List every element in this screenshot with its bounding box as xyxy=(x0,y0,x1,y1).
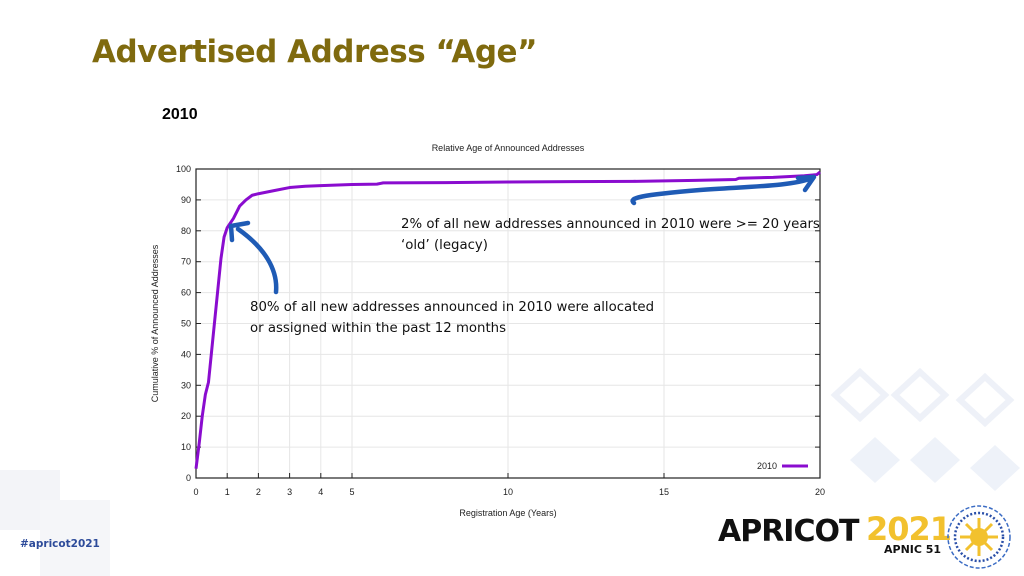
annotation-recent-line1: 80% of all new addresses announced in 20… xyxy=(250,300,655,315)
arrow-legacy-head-icon xyxy=(795,174,817,193)
hashtag: #apricot2021 xyxy=(20,538,100,550)
arrow-legacy-icon xyxy=(630,175,816,206)
x-tick-label: 1 xyxy=(225,487,230,497)
brand-logo-year: 2021 xyxy=(866,510,952,548)
x-axis-label: Registration Age (Years) xyxy=(459,508,556,518)
y-tick-label: 20 xyxy=(181,411,191,421)
x-tick-label: 2 xyxy=(256,487,261,497)
x-tick-label: 0 xyxy=(193,487,198,497)
sun-emblem-icon xyxy=(947,505,1011,569)
x-tick-label: 4 xyxy=(318,487,323,497)
y-tick-label: 80 xyxy=(181,226,191,236)
y-tick-label: 0 xyxy=(186,473,191,483)
y-tick-label: 30 xyxy=(181,380,191,390)
annotation-legacy-line2: ‘old’ (legacy) xyxy=(401,238,488,253)
x-tick-label: 3 xyxy=(287,487,292,497)
x-tick-label: 10 xyxy=(503,487,513,497)
arrow-recent-icon xyxy=(235,226,279,295)
arrow-recent-head-icon xyxy=(228,220,251,243)
y-tick-label: 90 xyxy=(181,195,191,205)
y-tick-label: 50 xyxy=(181,319,191,329)
legend-label: 2010 xyxy=(757,461,777,471)
y-axis-label: Cumulative % of Announced Addresses xyxy=(150,244,160,402)
brand-logo-sub: APNIC 51 xyxy=(884,543,942,556)
chart-title: Relative Age of Announced Addresses xyxy=(431,143,585,153)
brand-logo-text: APRICOT xyxy=(718,514,859,549)
y-tick-label: 70 xyxy=(181,257,191,267)
annotation-legacy-line1: 2% of all new addresses announced in 201… xyxy=(401,217,820,232)
x-tick-label: 20 xyxy=(815,487,825,497)
slide-title: Advertised Address “Age” xyxy=(92,34,537,70)
series-line-2010 xyxy=(194,170,821,469)
annotation-recent: 80% of all new addresses announced in 20… xyxy=(250,297,654,339)
x-tick-label: 15 xyxy=(659,487,669,497)
annotation-legacy: 2% of all new addresses announced in 201… xyxy=(401,214,820,256)
y-tick-label: 60 xyxy=(181,288,191,298)
x-tick-label: 5 xyxy=(349,487,354,497)
y-tick-label: 40 xyxy=(181,349,191,359)
annotation-recent-line2: or assigned within the past 12 months xyxy=(250,321,507,336)
chart-year-heading: 2010 xyxy=(162,106,198,123)
y-tick-label: 10 xyxy=(181,442,191,452)
y-tick-label: 100 xyxy=(176,164,191,174)
